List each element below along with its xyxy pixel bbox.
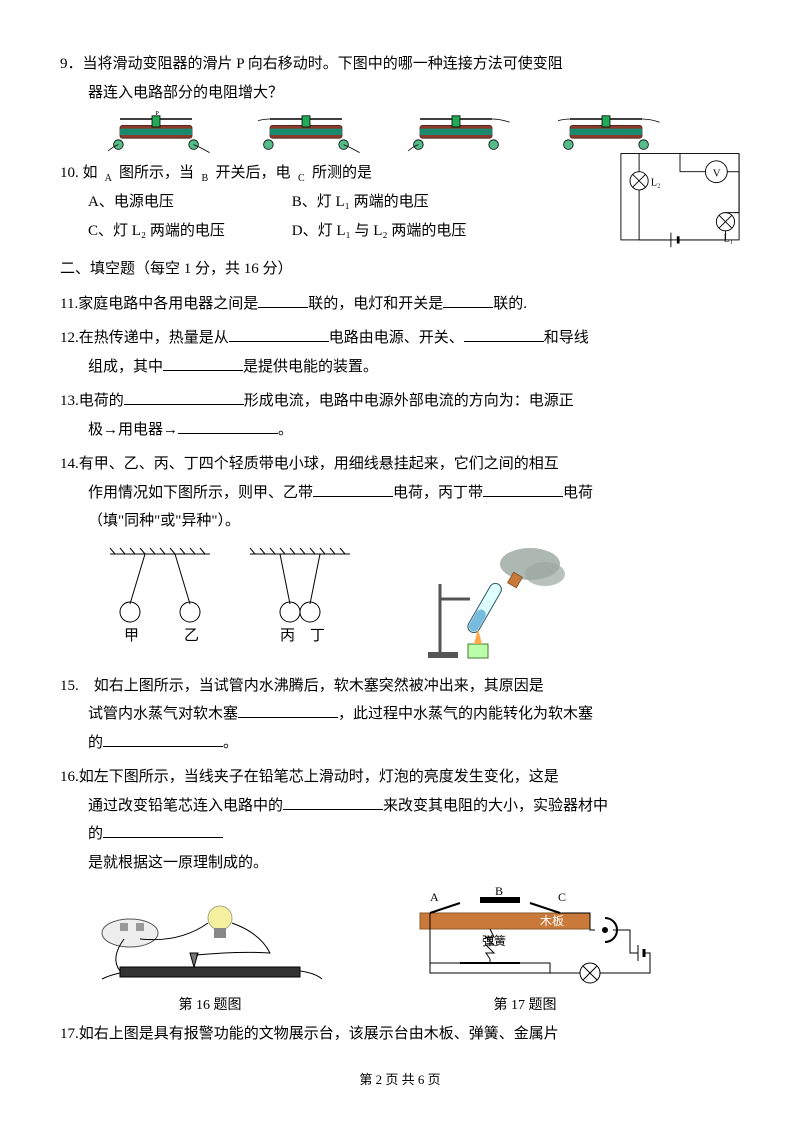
blank[interactable] [103, 731, 223, 747]
svg-text:弹簧: 弹簧 [482, 933, 506, 948]
q10-optA: A、电源电压 [60, 188, 288, 217]
q14-figures: 甲 乙 丙 丁 [100, 544, 740, 664]
svg-text:C: C [558, 890, 566, 904]
svg-text:L₂: L₂ [651, 177, 661, 188]
blank[interactable] [258, 292, 308, 308]
q9-text1: 当将滑动变阻器的滑片 P 向右移动时。下图中的哪一种连接方法可使变阻 [83, 56, 563, 72]
q9-text2: 器连入电路部分的电阻增大？ [60, 85, 283, 101]
q10-gap-b: B [198, 169, 212, 188]
svg-text:甲: 甲 [124, 628, 139, 644]
rheostat-c [390, 111, 530, 159]
svg-text:P: P [155, 111, 159, 117]
section-2-title: 二、填空题（每空 1 分，共 16 分） [60, 255, 740, 284]
question-13: 13.电荷的形成电流，电路中电源外部电流的方向为：电源正 极→用电器→。 [60, 387, 740, 444]
question-16: 16.如左下图所示，当线夹子在铅笔芯上滑动时，灯泡的亮度发生变化，这是 通过改变… [60, 763, 740, 877]
q10-gap-c: C [294, 169, 308, 188]
svg-text:B: B [495, 884, 503, 898]
rheostat-a: P [90, 111, 230, 159]
question-14: 14.有甲、乙、丙、丁四个轻质带电小球，用细线悬挂起来，它们之间的相互 作用情况… [60, 450, 740, 536]
question-10: 10. 如 A 图所示，当 B 开关后，电 C 所测的是 A、电源电压 B、灯 … [60, 159, 740, 245]
q10-optC: C、灯 L₂ 两端的电压 [60, 217, 288, 246]
blank[interactable] [483, 481, 563, 497]
q10-num: 10. [60, 165, 79, 181]
blank[interactable] [238, 702, 338, 718]
test-tube-diagram [420, 544, 570, 664]
page-footer: 第 2 页 共 6 页 [60, 1068, 740, 1093]
blank[interactable] [283, 794, 383, 810]
blank[interactable] [313, 481, 393, 497]
blank[interactable] [464, 326, 544, 342]
q10-optD: D、灯 L₁ 与 L₂ 两端的电压 [292, 223, 467, 239]
fig17-caption: 第 17 题图 [390, 993, 660, 1020]
fig16-caption: 第 16 题图 [90, 993, 330, 1020]
blank[interactable] [103, 822, 223, 838]
blank[interactable] [229, 326, 329, 342]
question-17: 17.如右上图是具有报警功能的文物展示台，该展示台由木板、弹簧、金属片 [60, 1020, 740, 1049]
q9-num: 9． [60, 56, 83, 72]
blank[interactable] [163, 355, 243, 371]
q16-17-figures: 第 16 题图 木板 弹簧 A B C [60, 883, 740, 1020]
blank[interactable] [443, 292, 493, 308]
q10-gap-a: A [101, 169, 115, 188]
svg-text:乙: 乙 [184, 628, 199, 644]
rheostat-b [240, 111, 380, 159]
svg-text:丙: 丙 [280, 628, 295, 644]
pencil-circuit-diagram: 第 16 题图 [90, 893, 330, 1020]
svg-text:V: V [713, 167, 721, 179]
balls-diagram: 甲 乙 丙 丁 [100, 544, 360, 644]
svg-text:丁: 丁 [310, 628, 325, 644]
blank[interactable] [178, 418, 278, 434]
svg-text:木板: 木板 [540, 914, 564, 928]
blank[interactable] [124, 389, 244, 405]
question-11: 11.家庭电路中各用电器之间是联的，电灯和开关是联的. [60, 290, 740, 319]
alarm-circuit-diagram: 木板 弹簧 A B C [390, 883, 660, 1020]
q10-circuit: V L₂ L₁ [610, 149, 750, 249]
svg-text:A: A [430, 890, 439, 904]
question-9: 9．当将滑动变阻器的滑片 P 向右移动时。下图中的哪一种连接方法可使变阻 器连入… [60, 50, 740, 107]
question-12: 12.在热传递中，热量是从电路由电源、开关、和导线 组成，其中是提供电能的装置。 [60, 324, 740, 381]
question-15: 15. 如右上图所示，当试管内水沸腾后，软木塞突然被冲出来，其原因是 试管内水蒸… [60, 672, 740, 758]
q10-optB: B、灯 L₁ 两端的电压 [292, 194, 429, 210]
